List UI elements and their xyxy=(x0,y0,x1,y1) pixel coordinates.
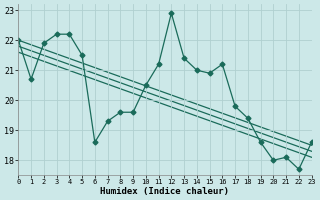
X-axis label: Humidex (Indice chaleur): Humidex (Indice chaleur) xyxy=(100,187,229,196)
